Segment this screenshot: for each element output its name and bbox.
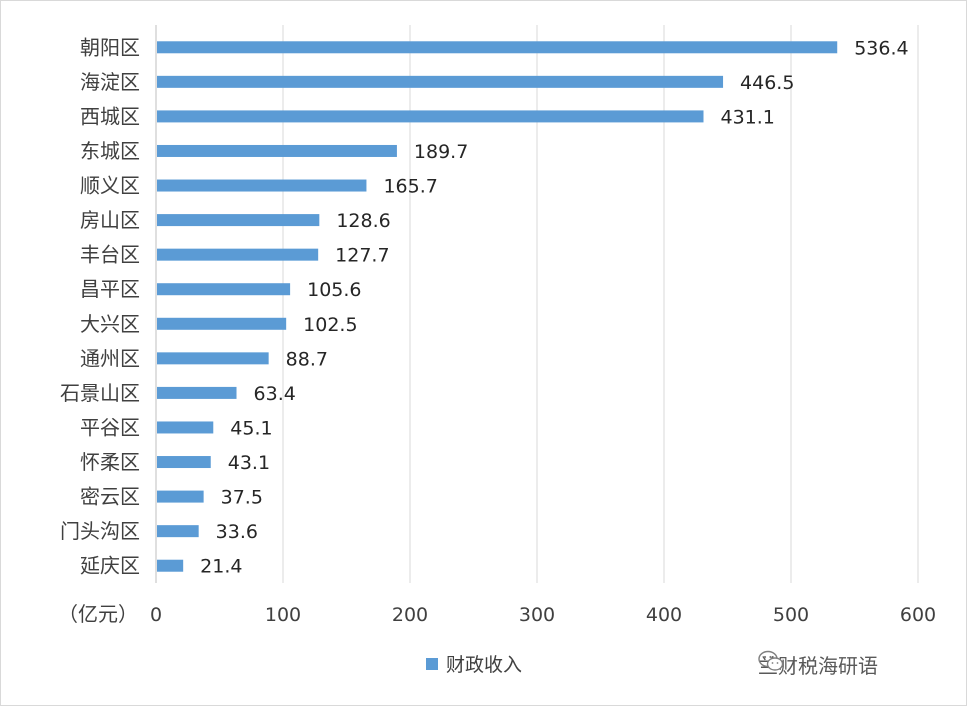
bar bbox=[157, 525, 199, 538]
data-label: 88.7 bbox=[286, 348, 328, 370]
x-tick-label: 300 bbox=[519, 604, 555, 626]
data-label: 127.7 bbox=[335, 245, 389, 267]
x-tick-label: 200 bbox=[392, 604, 428, 626]
bar bbox=[157, 248, 319, 261]
category-label: 通州区 bbox=[80, 346, 140, 370]
data-label: 45.1 bbox=[230, 417, 272, 439]
data-label: 165.7 bbox=[383, 176, 437, 198]
legend-swatch bbox=[426, 657, 438, 670]
category-label: 顺义区 bbox=[80, 174, 140, 198]
bar bbox=[157, 41, 838, 54]
bar bbox=[157, 559, 184, 572]
data-label: 189.7 bbox=[414, 141, 468, 163]
category-label: 大兴区 bbox=[80, 312, 140, 336]
bar bbox=[157, 144, 397, 157]
category-label: 丰台区 bbox=[80, 243, 140, 267]
category-label: 东城区 bbox=[80, 139, 140, 163]
x-tick-label: 600 bbox=[900, 604, 936, 626]
wechat-icon bbox=[758, 650, 784, 671]
data-label: 63.4 bbox=[254, 383, 296, 405]
category-label: 朝阳区 bbox=[80, 35, 140, 59]
category-label: 密云区 bbox=[80, 485, 140, 509]
data-label: 446.5 bbox=[740, 72, 794, 94]
unit-label: （亿元） bbox=[58, 602, 138, 626]
bar bbox=[157, 421, 214, 434]
category-label: 门头沟区 bbox=[60, 519, 140, 543]
x-tick-label: 400 bbox=[646, 604, 682, 626]
category-label: 海淀区 bbox=[80, 70, 140, 94]
bar bbox=[157, 110, 704, 123]
category-label: 石景山区 bbox=[60, 381, 140, 405]
data-label: 37.5 bbox=[221, 487, 263, 509]
x-tick-label: 0 bbox=[150, 604, 162, 626]
category-label: 昌平区 bbox=[80, 277, 140, 301]
category-label: 延庆区 bbox=[80, 554, 140, 578]
legend-label: 财政收入 bbox=[446, 654, 523, 676]
legend: 财政收入 bbox=[426, 650, 522, 677]
bar bbox=[157, 75, 724, 88]
bar bbox=[157, 352, 269, 365]
bar bbox=[157, 317, 287, 330]
bar bbox=[157, 283, 291, 296]
data-label: 33.6 bbox=[216, 521, 258, 543]
data-label: 21.4 bbox=[200, 556, 242, 578]
data-label: 431.1 bbox=[720, 106, 774, 128]
bar bbox=[157, 214, 320, 227]
bar bbox=[157, 490, 204, 503]
category-label: 平谷区 bbox=[80, 415, 140, 439]
x-tick-label: 500 bbox=[773, 604, 809, 626]
x-tick-label: 100 bbox=[265, 604, 301, 626]
bar bbox=[157, 179, 367, 192]
data-label: 128.6 bbox=[336, 210, 390, 232]
category-label: 怀柔区 bbox=[80, 450, 140, 474]
category-label: 房山区 bbox=[80, 208, 140, 232]
bar bbox=[157, 456, 211, 469]
data-label: 536.4 bbox=[854, 37, 908, 59]
data-label: 105.6 bbox=[307, 279, 361, 301]
data-label: 43.1 bbox=[228, 452, 270, 474]
data-label: 102.5 bbox=[303, 314, 357, 336]
bar bbox=[157, 386, 237, 399]
category-label: 西城区 bbox=[80, 104, 140, 128]
watermark: 兰财税海研语 bbox=[758, 650, 878, 679]
